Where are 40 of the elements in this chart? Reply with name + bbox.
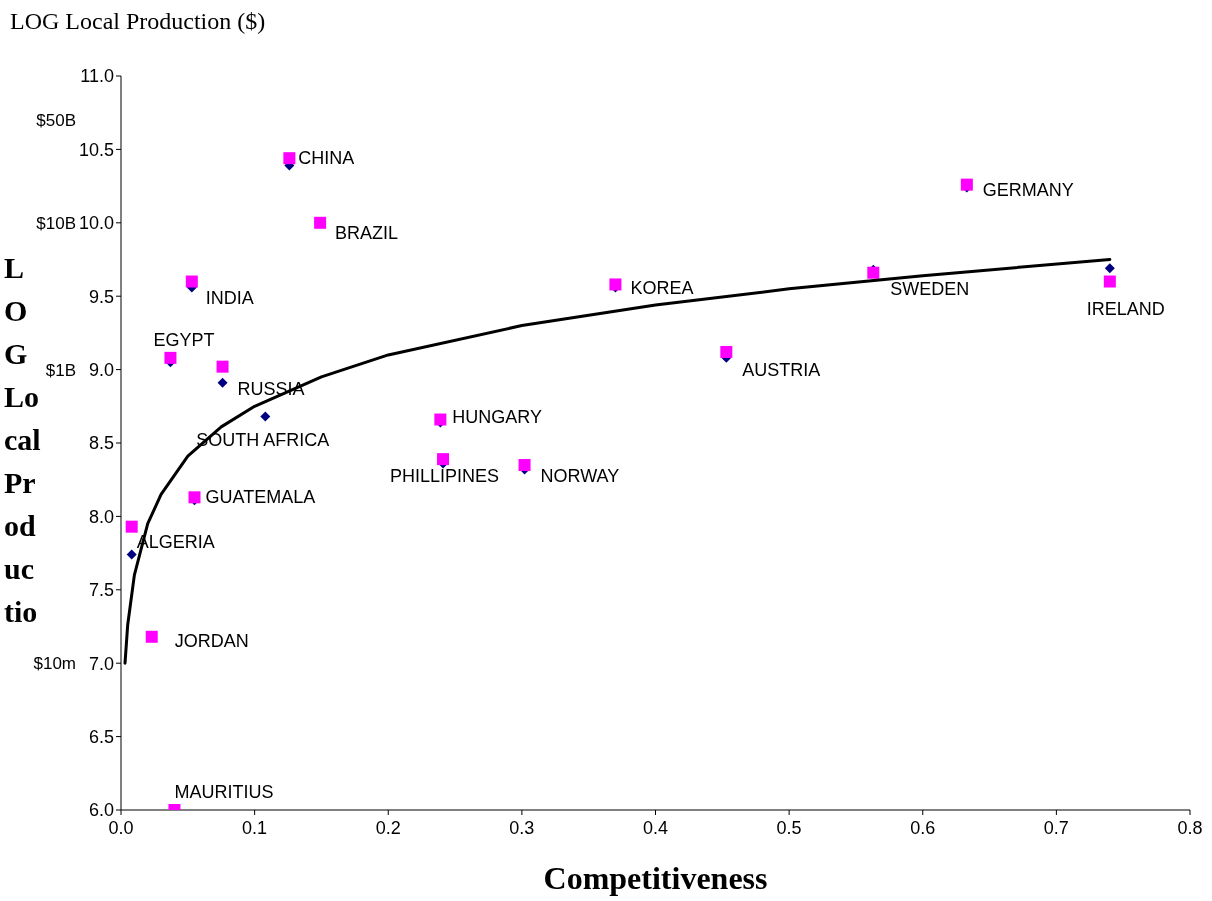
annotation: CHINA: [298, 148, 355, 169]
y-tick-label: 11.0: [80, 66, 114, 87]
annotation: GERMANY: [982, 179, 1074, 200]
y-tick-label: 7.5: [88, 580, 114, 601]
y2-tick-label: $10B: [36, 213, 76, 233]
annotation: KOREA: [630, 278, 694, 299]
y-tick-label: 10.0: [78, 213, 114, 234]
text: LOG Local Productio: [4, 251, 41, 628]
x-axis-title: Competitiveness: [542, 860, 769, 897]
y-tick-label: 8.0: [88, 506, 114, 527]
annotation: HUNGARY: [452, 406, 543, 427]
x-tick-label: 0.8: [1177, 817, 1203, 838]
x-tick-label: 0.6: [910, 817, 936, 838]
annotation: PHILLIPINES: [390, 466, 500, 487]
annotation: SWEDEN: [890, 278, 970, 299]
annotation: AUSTRIA: [742, 359, 821, 380]
x-tick-label: 0.7: [1043, 817, 1069, 838]
y2-tick-label: $1B: [45, 360, 76, 380]
annotation: IRELAND: [1086, 298, 1165, 319]
x-tick-label: 0.1: [242, 817, 268, 838]
annotation: INDIA: [205, 287, 254, 308]
x-tick-label: 0.4: [642, 817, 669, 838]
annotation: JORDAN: [174, 630, 249, 651]
chart-title: LOG Local Production ($): [10, 8, 266, 35]
annotation: MAURITIUS: [174, 782, 274, 802]
y-tick-label: 8.5: [88, 433, 114, 454]
x-tick-label: 0.2: [375, 817, 401, 838]
annotation: GUATEMALA: [205, 487, 316, 508]
y2-tick-label: $10m: [33, 654, 76, 674]
y-tick-label: 6.5: [88, 726, 114, 747]
y-tick-label: 9.0: [88, 359, 114, 380]
y-tick-label: 10.5: [78, 139, 114, 160]
annotation: NORWAY: [540, 466, 620, 487]
annotation: BRAZIL: [335, 222, 399, 243]
y-tick-label: 7.0: [88, 653, 114, 674]
annotation: EGYPT: [153, 329, 215, 350]
y2-tick-label: $50B: [36, 111, 76, 131]
x-tick-label: 0.3: [509, 817, 535, 838]
y-tick-label: 9.5: [88, 286, 114, 307]
x-tick-label: 0.5: [776, 817, 802, 838]
